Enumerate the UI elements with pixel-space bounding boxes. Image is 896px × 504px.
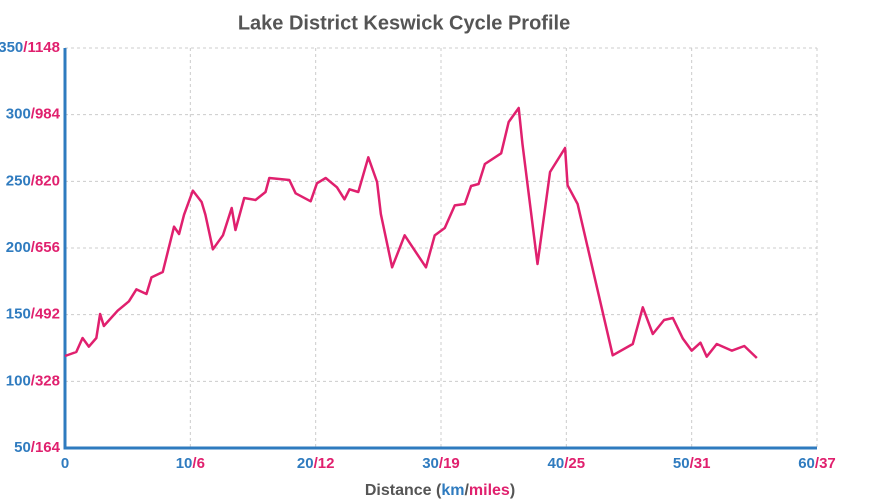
y-tick-ft: /984 xyxy=(31,106,61,123)
y-tick-label: 200/656 xyxy=(6,239,60,256)
x-tick-km: 40 xyxy=(548,455,565,472)
x-tick-miles: /25 xyxy=(564,455,585,472)
y-tick-km: 350 xyxy=(0,39,23,56)
x-tick-label: 10/6 xyxy=(176,455,205,472)
y-tick-km: 50 xyxy=(14,439,31,456)
x-axis-label-part: km xyxy=(441,482,464,499)
x-tick-km: 20 xyxy=(297,455,314,472)
y-tick-ft: /1148 xyxy=(23,39,60,56)
y-tick-km: 100 xyxy=(6,372,31,389)
y-tick-label: 250/820 xyxy=(6,172,60,189)
x-tick-label: 30/19 xyxy=(422,455,460,472)
chart-title: Lake District Keswick Cycle Profile xyxy=(238,12,570,34)
y-tick-km: 200 xyxy=(6,239,31,256)
y-tick-label: 100/328 xyxy=(6,372,60,389)
y-tick-km: 150 xyxy=(6,306,31,323)
x-tick-label: 0 xyxy=(61,455,69,472)
x-tick-label: 40/25 xyxy=(548,455,586,472)
x-tick-miles: /31 xyxy=(690,455,711,472)
x-axis-label-part: ) xyxy=(510,482,515,499)
x-axis-label-part: miles xyxy=(469,482,510,499)
y-tick-label: 150/492 xyxy=(6,306,60,323)
y-tick-km: 250 xyxy=(6,172,31,189)
x-tick-label: 60/37 xyxy=(798,455,836,472)
y-tick-ft: /492 xyxy=(31,306,60,323)
x-tick-km: 0 xyxy=(61,455,69,472)
x-tick-km: 60 xyxy=(798,455,815,472)
x-axis-label-part: / xyxy=(464,482,469,499)
x-tick-miles: /19 xyxy=(439,455,460,472)
x-tick-label: 50/31 xyxy=(673,455,711,472)
x-tick-label: 20/12 xyxy=(297,455,335,472)
x-axis-label-part: Distance ( xyxy=(365,482,442,499)
y-tick-ft: /328 xyxy=(31,372,60,389)
x-tick-km: 50 xyxy=(673,455,690,472)
x-tick-miles: /37 xyxy=(815,455,836,472)
y-tick-label: 50/164 xyxy=(14,439,61,456)
y-tick-label: 300/984 xyxy=(6,106,61,123)
x-tick-km: 10 xyxy=(176,455,193,472)
y-tick-label: 350/1148 xyxy=(0,39,60,56)
y-tick-km: 300 xyxy=(6,106,31,123)
x-tick-miles: /6 xyxy=(192,455,205,472)
x-tick-miles: /12 xyxy=(314,455,335,472)
x-axis-label: Distance (km/miles) xyxy=(365,482,515,499)
y-tick-ft: /164 xyxy=(31,439,61,456)
elevation-line xyxy=(64,106,758,359)
y-tick-ft: /820 xyxy=(31,172,60,189)
x-tick-km: 30 xyxy=(422,455,439,472)
y-tick-ft: /656 xyxy=(31,239,60,256)
